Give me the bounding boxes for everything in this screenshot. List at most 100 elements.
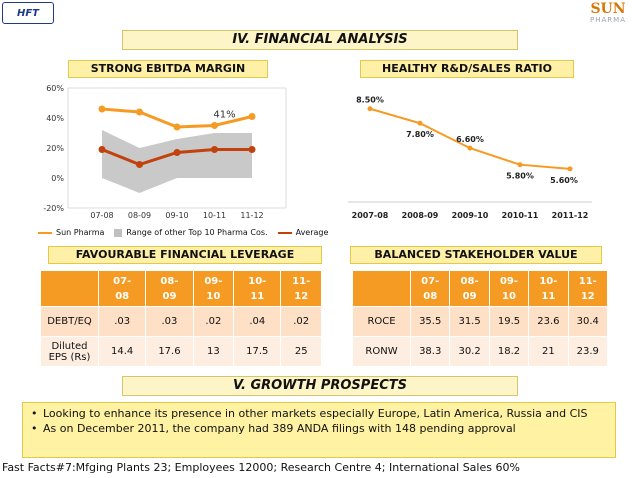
legend-sun-pharma-swatch: [38, 231, 52, 234]
x-tick-label: 09-10: [165, 211, 188, 220]
ebitda-annotation: 41%: [213, 110, 235, 121]
table-cell: 31.5: [449, 306, 490, 337]
rd-data-label: 6.60%: [456, 135, 484, 144]
growth-bullets: Looking to enhance its presence in other…: [22, 402, 616, 458]
table-cell: .03: [145, 306, 194, 337]
table-header-row: 07- 08 08- 09 09- 10 10- 11 11- 12: [40, 270, 322, 307]
y-tick-label: 60%: [46, 84, 64, 93]
average-point: [173, 149, 181, 156]
stakeholder-table: 07- 08 08- 09 09- 10 10- 11 11- 12 ROCE 35.5 31…: [352, 270, 609, 367]
rd-point: [517, 162, 523, 168]
table-row: RONW 38.3 30.2 18.2 21 23.9: [352, 336, 609, 367]
y-tick-label: -20%: [43, 204, 64, 213]
sun-pharma-point: [136, 108, 143, 116]
x-tick-label: 2010-11: [502, 211, 539, 220]
logo-pharma-text: PHARMA: [590, 16, 626, 24]
rd-data-label: 7.80%: [406, 130, 434, 139]
average-point: [136, 161, 143, 168]
table-cell: Diluted EPS (Rs): [40, 336, 99, 367]
legend-sun-pharma-label: Sun Pharma: [56, 228, 105, 237]
leverage-subtitle: FAVOURABLE FINANCIAL LEVERAGE: [48, 246, 322, 264]
rd-data-label: 8.50%: [356, 96, 384, 105]
rd-subtitle: HEALTHY R&D/SALES RATIO: [360, 60, 574, 78]
table-header-cell: 10- 11: [233, 270, 282, 307]
table-cell: 18.2: [488, 336, 530, 367]
x-tick-label: 2009-10: [452, 211, 489, 220]
table-cell: .03: [97, 306, 147, 337]
stakeholder-subtitle: BALANCED STAKEHOLDER VALUE: [350, 246, 602, 264]
ebitda-legend: Sun Pharma Range of other Top 10 Pharma …: [38, 228, 328, 237]
table-cell: 23.9: [567, 336, 609, 367]
table-cell: .02: [192, 306, 235, 337]
ebitda-margin-chart: 60% 40% 20% 0% -20% 07-08 08-09 09-10 10-11 11-12…: [43, 84, 287, 220]
sun-pharma-logo: SUN PHARMA: [582, 2, 634, 26]
table-row: Diluted EPS (Rs) 14.4 17.6 13 17.5 25: [40, 336, 322, 367]
table-header-cell: [40, 270, 99, 307]
table-header-cell: 07- 08: [97, 270, 147, 307]
x-tick-label: 08-09: [128, 211, 151, 220]
table-header-cell: 08- 09: [145, 270, 194, 307]
table-cell: 17.5: [233, 336, 282, 367]
table-header-cell: 11- 12: [567, 270, 609, 307]
table-cell: 14.4: [97, 336, 147, 367]
average-point: [211, 146, 218, 153]
rd-point: [367, 106, 373, 112]
sun-pharma-point: [98, 105, 106, 113]
fast-facts-footer: Fast Facts#7:Mfging Plants 23; Employees…: [2, 461, 520, 474]
table-header-cell: 07- 08: [409, 270, 451, 307]
x-tick-label: 2008-09: [402, 211, 439, 220]
table-cell: RONW: [352, 336, 411, 367]
y-tick-label: 20%: [46, 144, 64, 153]
table-header-row: 07- 08 08- 09 09- 10 10- 11 11- 12: [352, 270, 609, 307]
table-cell: .04: [233, 306, 282, 337]
table-cell: .02: [280, 306, 322, 337]
table-cell: 21: [528, 336, 569, 367]
table-cell: 19.5: [488, 306, 530, 337]
legend-range-label: Range of other Top 10 Pharma Cos.: [126, 228, 268, 237]
table-row: DEBT/EQ .03.03.02.04.02: [40, 306, 322, 337]
rd-point: [467, 145, 473, 151]
table-cell: 38.3: [409, 336, 451, 367]
average-point: [98, 146, 106, 153]
rd-point: [417, 120, 423, 126]
leverage-table: 07- 08 08- 09 09- 10 10- 11 11- 12 DEBT/EQ .03…: [40, 270, 322, 367]
bullet-item: As on December 2011, the company had 389…: [31, 421, 607, 436]
average-point: [248, 146, 256, 153]
y-tick-label: 0%: [51, 174, 64, 183]
table-cell: 17.6: [145, 336, 194, 367]
x-tick-label: 2011-12: [552, 211, 589, 220]
logo-left-text: HFT: [16, 7, 40, 19]
table-header-cell: [352, 270, 411, 307]
legend-range-swatch: [114, 228, 123, 237]
x-tick-label: 11-12: [240, 211, 263, 220]
sun-pharma-point: [248, 113, 256, 120]
ebitda-subtitle: STRONG EBITDA MARGIN: [68, 60, 268, 78]
table-cell: 25: [280, 336, 322, 367]
y-tick-label: 40%: [46, 114, 64, 123]
table-header-cell: 10- 11: [528, 270, 569, 307]
logo-sun-text: SUN: [590, 1, 626, 17]
growth-prospects-title: V. GROWTH PROSPECTS: [122, 376, 518, 396]
table-cell: ROCE: [352, 306, 411, 337]
table-cell: 13: [192, 336, 235, 367]
table-header-cell: 08- 09: [449, 270, 490, 307]
legend-average-swatch: [277, 231, 292, 234]
table-cell: 23.6: [528, 306, 569, 337]
x-tick-label: 07-08: [90, 211, 113, 220]
table-header-cell: 11- 12: [280, 270, 322, 307]
table-cell: 30.2: [449, 336, 490, 367]
table-header-cell: 09- 10: [192, 270, 235, 307]
x-tick-label: 2007-08: [352, 211, 389, 220]
legend-average-label: Average: [295, 228, 329, 237]
range-area: [102, 130, 252, 193]
table-cell: 35.5: [409, 306, 451, 337]
rd-data-label: 5.60%: [550, 176, 578, 185]
rd-point: [567, 166, 573, 172]
company-logo-left: HFT: [2, 2, 54, 24]
rd-data-label: 5.80%: [506, 172, 534, 181]
financial-analysis-title: IV. FINANCIAL ANALYSIS: [122, 30, 518, 50]
sun-pharma-point: [173, 123, 181, 131]
sun-pharma-point: [211, 122, 218, 129]
bullet-item: Looking to enhance its presence in other…: [31, 406, 607, 421]
table-cell: DEBT/EQ: [40, 306, 99, 337]
